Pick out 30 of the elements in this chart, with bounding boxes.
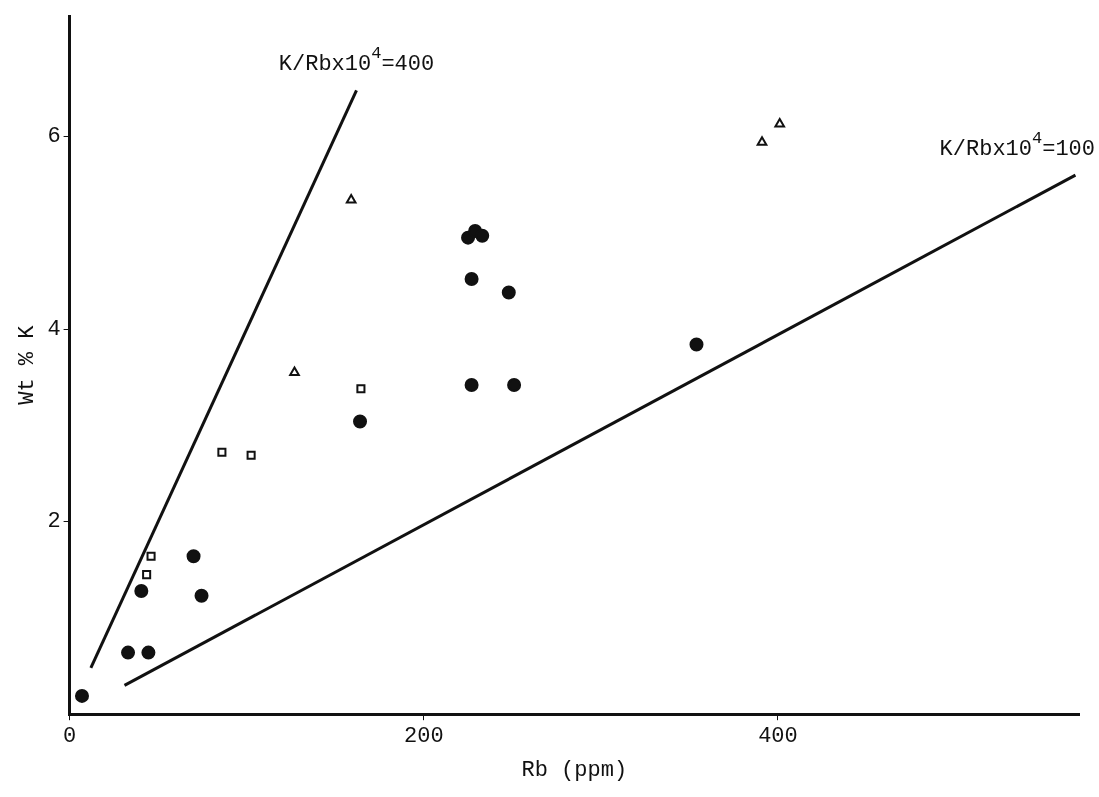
point	[464, 272, 479, 287]
x-axis-title: Rb (ppm)	[521, 757, 628, 783]
point	[142, 570, 152, 580]
point	[356, 384, 366, 394]
point	[75, 688, 89, 703]
point	[141, 645, 156, 660]
point	[134, 583, 149, 598]
y-tick-label: 2	[47, 509, 61, 535]
y-tick-label: 6	[47, 124, 61, 150]
point	[464, 377, 479, 392]
point	[194, 588, 209, 603]
point	[507, 377, 522, 392]
y-axis-title: Wt % K	[15, 324, 41, 405]
x-tick-label: 200	[403, 724, 444, 750]
point	[756, 136, 768, 146]
x-tick-label: 0	[63, 724, 77, 750]
point	[689, 337, 704, 352]
x-tick-label: 400	[758, 724, 798, 750]
point	[345, 194, 357, 204]
point	[353, 414, 368, 429]
point	[289, 366, 300, 376]
point	[501, 285, 516, 300]
point	[475, 228, 490, 243]
point	[121, 645, 136, 660]
y-tick-label: 4	[47, 316, 61, 342]
point	[217, 447, 227, 457]
point	[186, 549, 201, 564]
point	[146, 551, 156, 561]
point	[774, 118, 786, 128]
point	[246, 450, 256, 460]
